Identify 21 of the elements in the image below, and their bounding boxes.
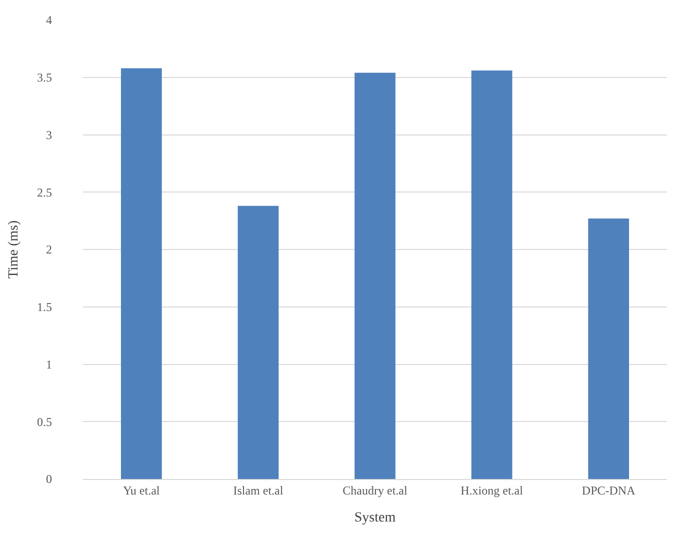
y-tick-label: 0: [46, 472, 52, 486]
x-tick-label: DPC-DNA: [582, 483, 636, 498]
y-tick-label: 3: [46, 128, 52, 142]
x-tick-label: Chaudry et.al: [342, 483, 408, 498]
y-tick-label: 1.5: [37, 300, 52, 314]
y-tick-label: 4: [46, 13, 52, 28]
bar: [471, 70, 512, 479]
bar: [354, 72, 396, 479]
x-tick-label: Yu et.al: [123, 483, 160, 498]
y-tick-label: 2: [46, 242, 52, 257]
y-tick-label: 1: [46, 357, 52, 372]
x-tick-label: H.xiong et.al: [460, 483, 524, 498]
bar: [588, 218, 630, 479]
bar: [120, 68, 162, 479]
bar: [238, 206, 279, 479]
y-tick-label: 2.5: [37, 185, 52, 200]
y-tick-label: 3.5: [37, 70, 52, 85]
x-axis-title: System: [354, 510, 396, 526]
y-axis-title: Time (ms): [6, 220, 22, 279]
x-tick-label: Islam et.al: [233, 483, 284, 498]
y-tick-label: 0.5: [37, 414, 52, 429]
